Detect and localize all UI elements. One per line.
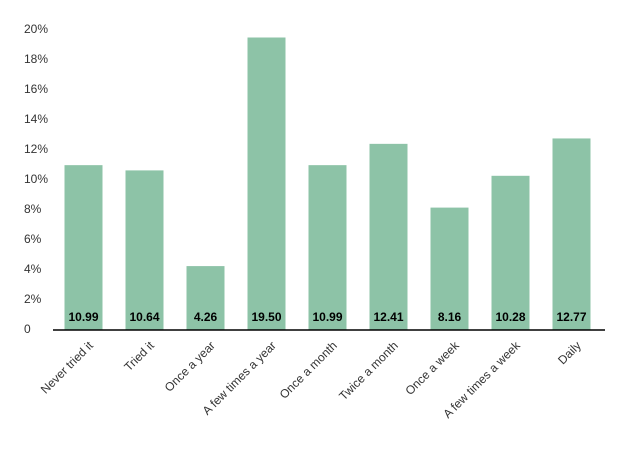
bar xyxy=(308,165,347,330)
bar xyxy=(247,37,286,330)
value-label: 12.41 xyxy=(373,310,403,324)
x-tick-label: Daily xyxy=(555,338,584,367)
y-tick-label: 2% xyxy=(24,292,42,306)
y-tick-label: 16% xyxy=(24,82,48,96)
x-tick-label: Once a year xyxy=(162,338,218,394)
y-tick-label: 8% xyxy=(24,202,42,216)
bar xyxy=(64,165,103,330)
value-label: 10.28 xyxy=(495,310,525,324)
y-tick-label: 14% xyxy=(24,112,48,126)
bar xyxy=(552,138,591,330)
y-tick-label: 20% xyxy=(24,22,48,36)
x-tick-label: Twice a month xyxy=(336,338,401,403)
value-label: 19.50 xyxy=(251,310,281,324)
y-tick-label: 6% xyxy=(24,232,42,246)
value-label: 10.99 xyxy=(68,310,98,324)
bar xyxy=(491,175,530,330)
y-tick-label: 18% xyxy=(24,52,48,66)
value-label: 8.16 xyxy=(438,310,462,324)
value-label: 10.64 xyxy=(129,310,159,324)
y-tick-label: 4% xyxy=(24,262,42,276)
y-tick-label: 10% xyxy=(24,172,48,186)
y-tick-label: 0 xyxy=(24,322,31,336)
x-tick-label: Once a month xyxy=(277,338,340,401)
bar xyxy=(369,143,408,330)
value-label: 12.77 xyxy=(556,310,586,324)
value-label: 4.26 xyxy=(194,310,218,324)
value-label: 10.99 xyxy=(312,310,342,324)
x-tick-label: Never tried it xyxy=(38,338,96,396)
x-tick-label: Tried it xyxy=(121,338,157,374)
bar xyxy=(125,170,164,330)
bar xyxy=(430,207,469,330)
y-tick-label: 12% xyxy=(24,142,48,156)
bar xyxy=(186,266,225,330)
x-tick-label: Once a week xyxy=(402,338,462,398)
